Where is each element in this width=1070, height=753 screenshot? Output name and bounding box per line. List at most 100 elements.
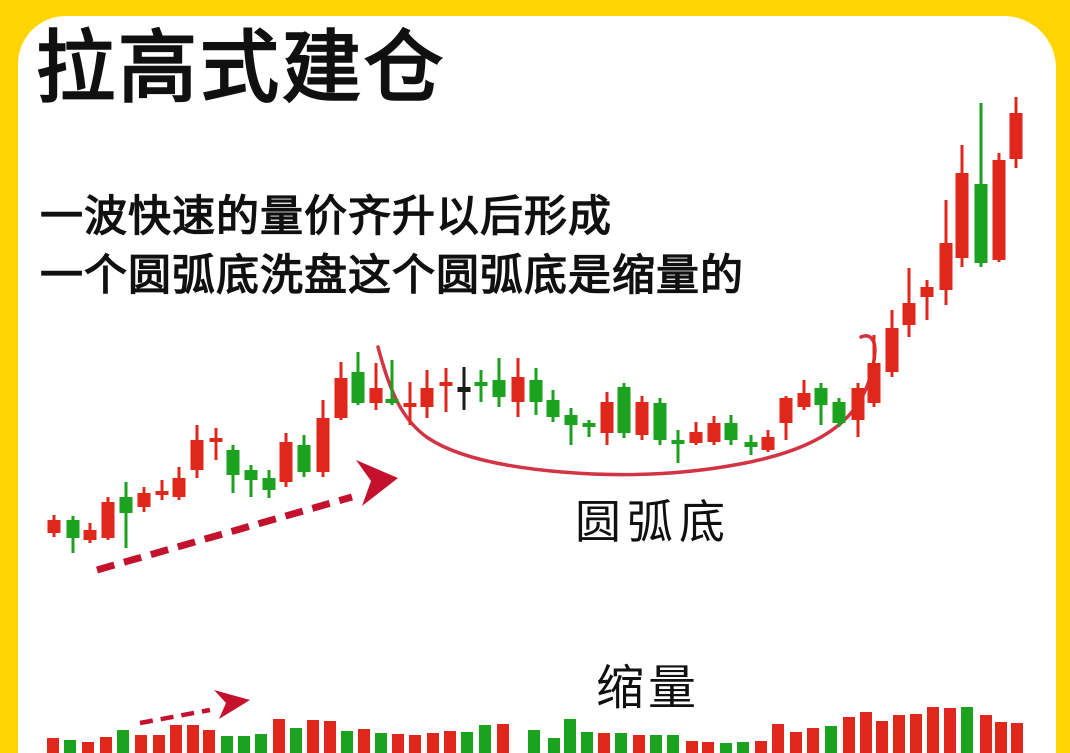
candle-body (974, 184, 988, 263)
candle (955, 145, 969, 267)
volume-bar (961, 707, 973, 753)
candle-body (316, 418, 330, 472)
volume-bar (461, 732, 473, 753)
volume-bar (324, 721, 336, 753)
volume-bar (876, 721, 888, 753)
candle (902, 268, 916, 337)
volume-bar (598, 733, 610, 753)
volume-bar (633, 735, 645, 753)
candle (385, 360, 399, 405)
candle-body (511, 377, 525, 402)
candle (653, 398, 667, 445)
candle (492, 358, 506, 407)
candle-body (600, 402, 614, 433)
candle-body (334, 378, 348, 418)
volume-bar (772, 724, 784, 753)
volume-bar (755, 741, 767, 753)
candle (1009, 97, 1023, 168)
candle-body (66, 520, 80, 538)
volume-bar (825, 726, 837, 753)
volume-bar (843, 717, 855, 753)
candle (564, 408, 578, 445)
candle-body (744, 442, 758, 447)
volume-bar (238, 736, 250, 753)
volume-bar (615, 733, 627, 753)
candle (761, 430, 775, 452)
volume-bar (702, 742, 714, 753)
volume-bar (47, 738, 59, 753)
candle-body (955, 173, 969, 258)
candle (474, 370, 488, 402)
volume-bar (427, 733, 439, 753)
volume-bar (153, 735, 165, 753)
volume-bar (497, 724, 509, 753)
candle (244, 465, 258, 497)
volume-bar (686, 741, 698, 753)
candle-body (474, 382, 488, 386)
volume-bar (564, 719, 576, 753)
candle-body (814, 388, 828, 405)
candle (511, 358, 525, 417)
volume-bar (807, 728, 819, 753)
candle-body (47, 520, 61, 533)
candle (279, 433, 293, 487)
candle (797, 380, 811, 410)
candle-body (867, 363, 881, 403)
candle (920, 280, 934, 320)
candle-body (226, 450, 240, 475)
candle (119, 482, 133, 548)
candle (635, 396, 649, 440)
candle (351, 352, 365, 405)
candle-body (885, 328, 899, 372)
candle-body (351, 372, 365, 403)
candle-body (617, 387, 631, 433)
candle-body (369, 388, 383, 403)
candle-body (920, 287, 934, 297)
volume-bar (444, 731, 456, 753)
candle (457, 367, 471, 410)
candle (334, 362, 348, 420)
candle (316, 400, 330, 477)
candle (832, 398, 846, 427)
candle (439, 368, 453, 412)
candle (992, 153, 1006, 262)
candle-body (635, 402, 649, 435)
candle-body (851, 388, 865, 420)
description-line-2: 一个圆弧底洗盘这个圆弧底是缩量的 (40, 252, 744, 300)
volume-bar (187, 725, 199, 753)
volume-bar (117, 730, 129, 753)
description: 一波快速的量价齐升以后形成 一个圆弧底洗盘这个圆弧底是缩量的 (40, 188, 744, 306)
candle-body (779, 398, 793, 423)
volume-bar (135, 735, 147, 753)
candle-body (119, 497, 133, 513)
candle (420, 370, 434, 418)
candle (529, 368, 543, 415)
volume-bar (290, 728, 302, 753)
candle-body (420, 388, 434, 407)
volume-arrow-line (139, 707, 211, 726)
candle-body (439, 382, 453, 386)
candle-body (564, 415, 578, 425)
volume-bar (737, 742, 749, 753)
volume-bar (927, 707, 939, 753)
volume-bar (980, 715, 992, 753)
volume-bar (910, 714, 922, 753)
candle (155, 480, 169, 500)
candle-body (902, 303, 916, 325)
candle-body (671, 440, 685, 444)
volume-bar (392, 734, 404, 753)
trend-arrow-head (356, 460, 398, 506)
candle (689, 422, 703, 445)
candle (582, 420, 596, 437)
candle-body (707, 423, 721, 442)
candle-body (172, 478, 186, 497)
candle-body (582, 423, 596, 427)
candle (101, 497, 115, 540)
candle (724, 415, 738, 445)
candle (600, 392, 614, 445)
candle-body (262, 478, 276, 490)
volume-bar (893, 715, 905, 753)
candle (209, 428, 223, 460)
candle-body (279, 442, 293, 482)
